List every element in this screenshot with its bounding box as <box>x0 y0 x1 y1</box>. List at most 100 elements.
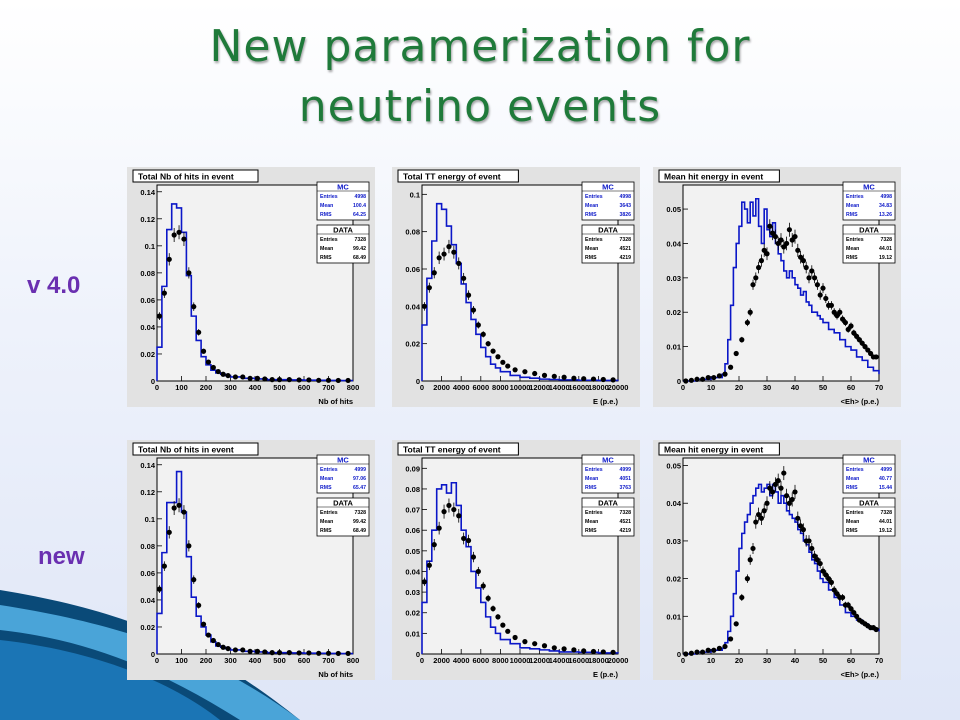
chart-title-box: Total Nb of hits in event <box>132 442 259 456</box>
data-point <box>814 279 820 290</box>
data-point <box>865 347 871 353</box>
x-tick-label: 500 <box>273 656 286 665</box>
data-point <box>480 331 486 338</box>
y-tick-label: 0.06 <box>140 569 155 578</box>
data-point <box>761 503 767 518</box>
y-tick-label: 0.04 <box>140 596 155 605</box>
data-point <box>800 254 806 267</box>
stats-box: MC Entries 4999 Mean 4051 RMS 3763 <box>581 454 635 494</box>
data-point <box>795 243 801 257</box>
stats-label: Mean <box>320 246 333 252</box>
stats-box: DATA Entries 7328 Mean 44.01 RMS 19.12 <box>842 224 896 264</box>
data-point <box>683 378 689 384</box>
x-tick-label: 40 <box>791 656 799 665</box>
data-point <box>441 247 447 261</box>
stats-value: 44.01 <box>879 519 892 525</box>
stats-value: 4998 <box>354 194 366 200</box>
stats-value: 4219 <box>619 528 631 534</box>
data-point <box>335 650 341 657</box>
data-point <box>286 650 292 656</box>
x-tick-label: 600 <box>298 656 311 665</box>
stats-label: Mean <box>585 519 598 525</box>
x-tick-label: 0 <box>420 656 424 665</box>
data-point <box>176 225 182 240</box>
data-point <box>764 247 770 261</box>
stats-box: DATA Entries 7328 Mean 44.01 RMS 19.12 <box>842 497 896 537</box>
chart-title: Total TT energy of event <box>403 445 501 455</box>
histogram-svg: Total TT energy of event 0 0.01 0.02 0.03 0.0… <box>397 442 635 679</box>
stats-label: RMS <box>320 528 332 534</box>
chart-title: Mean hit energy in event <box>664 172 763 182</box>
chart-title-box: Mean hit energy in event <box>658 169 780 183</box>
data-point <box>739 593 745 601</box>
data-point <box>220 644 226 650</box>
data-point <box>761 243 767 257</box>
stats-label: Mean <box>585 203 598 209</box>
data-point <box>767 219 773 234</box>
data-point <box>711 647 717 653</box>
x-tick-label: 14000 <box>549 656 570 665</box>
data-point <box>269 377 275 383</box>
data-point <box>475 566 481 577</box>
data-point <box>456 508 462 523</box>
stats-label: RMS <box>846 528 858 534</box>
stats-value: 99.42 <box>353 246 366 252</box>
data-point <box>826 574 832 583</box>
data-point <box>834 311 840 320</box>
stats-value: 4999 <box>880 467 892 473</box>
data-point <box>181 232 187 247</box>
x-tick-label: 18000 <box>588 656 609 665</box>
stats-label: Entries <box>585 510 603 516</box>
stats-value: 4521 <box>619 246 631 252</box>
y-tick-label: 0.03 <box>666 537 681 546</box>
data-point <box>823 570 829 580</box>
row-label-new: new <box>38 543 85 570</box>
data-point <box>262 376 268 382</box>
data-point <box>345 377 351 384</box>
data-point <box>215 641 221 648</box>
data-point <box>181 505 187 520</box>
x-tick-label: 50 <box>819 383 827 392</box>
data-point <box>764 496 770 511</box>
stats-box-title: DATA <box>598 499 618 508</box>
stats-value: 3826 <box>619 212 631 218</box>
x-tick-label: 0 <box>155 656 159 665</box>
data-point <box>470 305 477 315</box>
y-tick-label: 0 <box>151 377 155 386</box>
data-point <box>522 369 528 375</box>
data-point <box>806 535 812 547</box>
stats-label: RMS <box>846 212 858 218</box>
stats-value: 15.44 <box>879 485 892 491</box>
stats-value: 7328 <box>619 237 631 243</box>
histogram-panel: Mean hit energy in event 0 0.01 0.02 0.03 0.0… <box>653 167 901 407</box>
histogram-panel: Mean hit energy in event 0 0.01 0.02 0.03 0.0… <box>653 440 901 680</box>
data-point <box>215 368 221 375</box>
y-tick-label: 0.02 <box>666 308 681 317</box>
y-tick-label: 0.04 <box>405 567 420 576</box>
x-axis-label: E (p.e.) <box>593 397 619 406</box>
data-point <box>441 504 447 519</box>
data-point <box>795 511 801 526</box>
data-point <box>600 649 606 655</box>
stats-value: 7328 <box>354 510 366 516</box>
stats-label: Mean <box>320 476 333 482</box>
data-point <box>809 265 815 277</box>
data-point <box>551 645 557 651</box>
data-point <box>590 648 597 655</box>
stats-label: RMS <box>846 255 858 261</box>
y-tick-label: 0.14 <box>140 188 155 197</box>
data-point <box>806 272 812 284</box>
x-tick-label: 300 <box>224 656 237 665</box>
stats-box-title: MC <box>863 183 875 192</box>
data-point <box>814 554 820 565</box>
y-tick-label: 0.12 <box>140 488 155 497</box>
data-point <box>767 481 773 496</box>
data-point <box>789 492 795 507</box>
data-point <box>711 374 717 381</box>
data-point <box>200 621 207 627</box>
data-point <box>600 376 606 383</box>
stats-value: 3763 <box>619 485 631 491</box>
data-point <box>191 575 197 584</box>
data-point <box>812 272 818 284</box>
data-point <box>541 372 548 378</box>
